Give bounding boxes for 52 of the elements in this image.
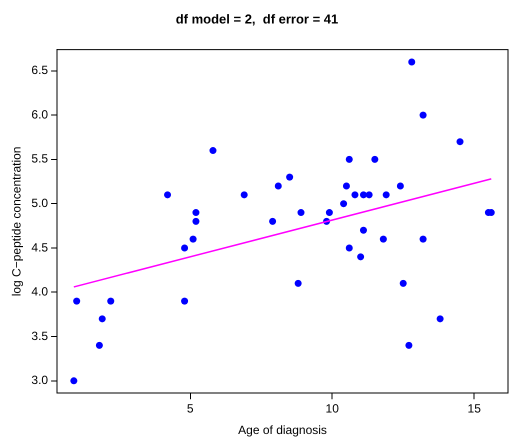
y-tick-label: 3.5 (31, 328, 48, 343)
point (107, 298, 114, 305)
y-tick-label: 3.0 (31, 373, 48, 388)
y-tick-label: 6.5 (31, 63, 48, 78)
point (192, 209, 200, 216)
point (456, 138, 464, 146)
point (286, 174, 294, 181)
point (420, 236, 427, 243)
point (420, 112, 427, 119)
point (371, 156, 378, 163)
point (181, 298, 188, 305)
x-tick-label: 15 (468, 402, 482, 416)
point (294, 280, 302, 287)
point (326, 209, 333, 216)
chart-title: df model = 2, df error = 41 (176, 11, 338, 26)
point (98, 315, 106, 322)
point (405, 342, 412, 349)
point (400, 280, 407, 287)
point (380, 236, 387, 243)
point (209, 147, 216, 154)
point (436, 315, 444, 322)
point (340, 200, 348, 208)
point (360, 226, 367, 234)
y-tick-label: 4.5 (31, 240, 48, 254)
point (346, 244, 353, 252)
point (192, 218, 200, 225)
point (73, 298, 80, 305)
point (396, 182, 404, 190)
x-tick-label: 10 (326, 402, 340, 416)
point (382, 191, 390, 198)
y-axis-title: log C−peptide concentration (10, 146, 24, 296)
point (357, 253, 364, 260)
point (190, 236, 197, 243)
y-tick-label: 4.0 (31, 284, 48, 299)
point (408, 58, 416, 66)
point (164, 191, 172, 198)
y-tick-label: 5.0 (31, 196, 48, 210)
point (269, 218, 276, 225)
x-axis-title: Age of diagnosis (238, 423, 327, 438)
point (346, 156, 353, 163)
point (274, 182, 282, 190)
y-tick-label: 6.0 (31, 107, 48, 122)
point (351, 191, 358, 198)
point (181, 244, 188, 252)
point (96, 342, 103, 349)
point (70, 377, 78, 384)
point (342, 182, 350, 190)
y-tick-label: 5.5 (31, 152, 48, 166)
point (298, 209, 304, 216)
point (360, 191, 367, 198)
x-tick-label: 5 (186, 402, 194, 416)
point (240, 191, 248, 198)
